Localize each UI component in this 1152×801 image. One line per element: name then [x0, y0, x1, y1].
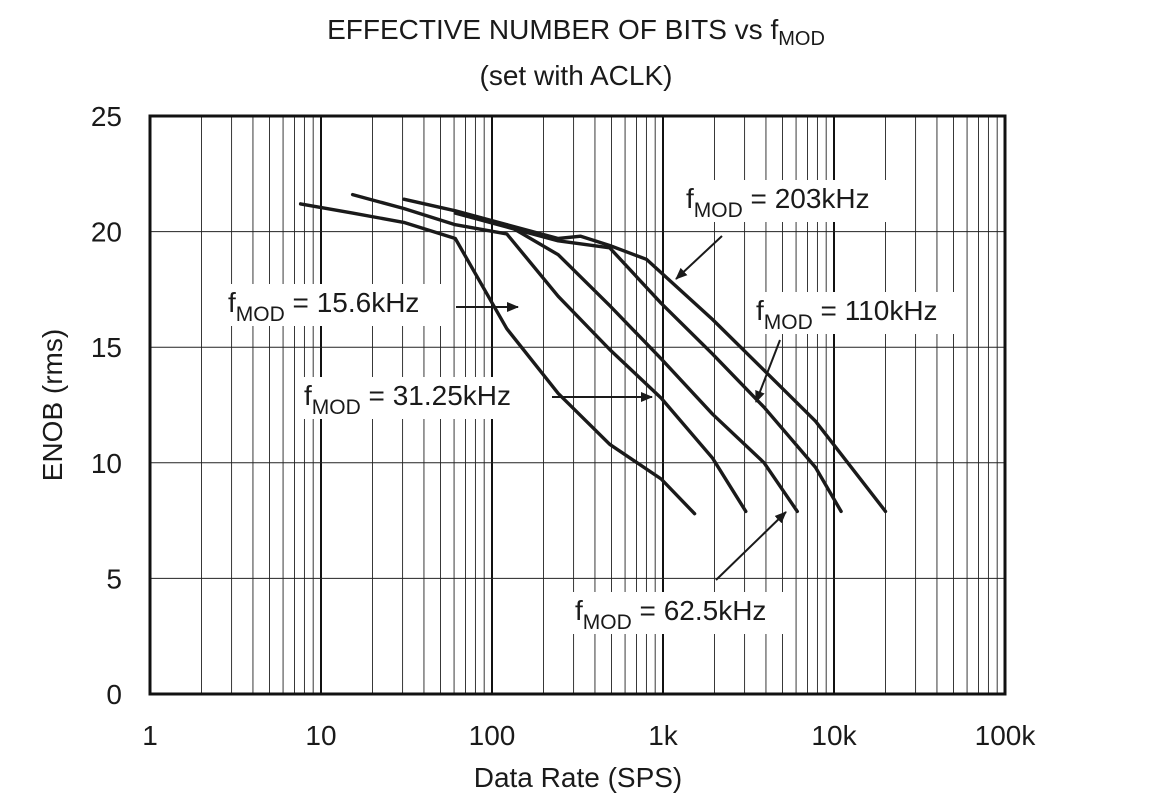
- label-subscript: MOD: [583, 611, 632, 634]
- annotation-background: [680, 180, 888, 222]
- label-prefix: f: [228, 287, 236, 318]
- series-annotation-label: fMOD = 31.25kHz: [304, 380, 511, 419]
- chart-title-line2: (set with ACLK): [479, 60, 673, 91]
- label-subscript: MOD: [312, 396, 361, 419]
- label-prefix: f: [756, 295, 764, 326]
- label-prefix: f: [304, 380, 312, 411]
- annotation-background: [222, 284, 442, 326]
- y-tick-label: 20: [91, 217, 122, 248]
- label-suffix: = 31.25kHz: [361, 380, 511, 411]
- annotation-arrow: [715, 511, 787, 581]
- label-prefix: f: [686, 183, 694, 214]
- y-tick-label: 10: [91, 448, 122, 479]
- y-tick-label: 0: [106, 679, 122, 710]
- label-suffix: = 110kHz: [813, 295, 938, 326]
- series-line: [453, 211, 843, 514]
- y-tick-label: 5: [106, 563, 122, 594]
- series-line: [505, 222, 888, 514]
- x-tick-label: 100: [469, 720, 516, 751]
- title-subscript: MOD: [778, 28, 825, 50]
- x-tick-label: 1: [142, 720, 158, 751]
- y-tick-label: 25: [91, 101, 122, 132]
- series-annotation-label: fMOD = 110kHz: [756, 295, 938, 334]
- x-tick-labels: 1 10 100 1k 10k 100k: [142, 720, 1036, 751]
- annotation-background: [298, 377, 536, 419]
- label-subscript: MOD: [764, 311, 813, 334]
- x-tick-label: 100k: [975, 720, 1037, 751]
- series-line: [350, 192, 748, 514]
- label-suffix: = 62.5kHz: [632, 595, 767, 626]
- label-subscript: MOD: [694, 199, 743, 222]
- chart-title-line1: EFFECTIVE NUMBER OF BITS vs fMOD: [0, 14, 1152, 49]
- label-suffix: = 203kHz: [743, 183, 870, 214]
- plot-border: [148, 114, 1007, 696]
- series-annotation-label: fMOD = 15.6kHz: [228, 287, 419, 326]
- curves: [298, 192, 888, 516]
- y-axis-label: ENOB (rms): [37, 329, 68, 481]
- series-annotation-label: fMOD = 203kHz: [686, 183, 870, 222]
- x-axis-label: Data Rate (SPS): [474, 762, 683, 793]
- title-prefix: EFFECTIVE NUMBER OF BITS vs f: [327, 14, 779, 45]
- annotation-arrow: [755, 339, 781, 403]
- x-tick-label: 10k: [811, 720, 857, 751]
- series-line: [298, 202, 697, 516]
- y-tick-labels: 0 5 10 15 20 25: [91, 101, 122, 710]
- annotation-arrow: [675, 235, 723, 280]
- series-line: [402, 197, 799, 514]
- label-suffix: = 15.6kHz: [285, 287, 420, 318]
- label-prefix: f: [575, 595, 583, 626]
- series-annotation-label: fMOD = 62.5kHz: [575, 595, 766, 634]
- label-subscript: MOD: [236, 303, 285, 326]
- x-tick-label: 1k: [648, 720, 679, 751]
- annotation-background: [569, 592, 791, 634]
- x-tick-label: 10: [305, 720, 336, 751]
- y-tick-label: 15: [91, 332, 122, 363]
- plot-frame: [148, 114, 1007, 696]
- annotation-background: [750, 292, 960, 334]
